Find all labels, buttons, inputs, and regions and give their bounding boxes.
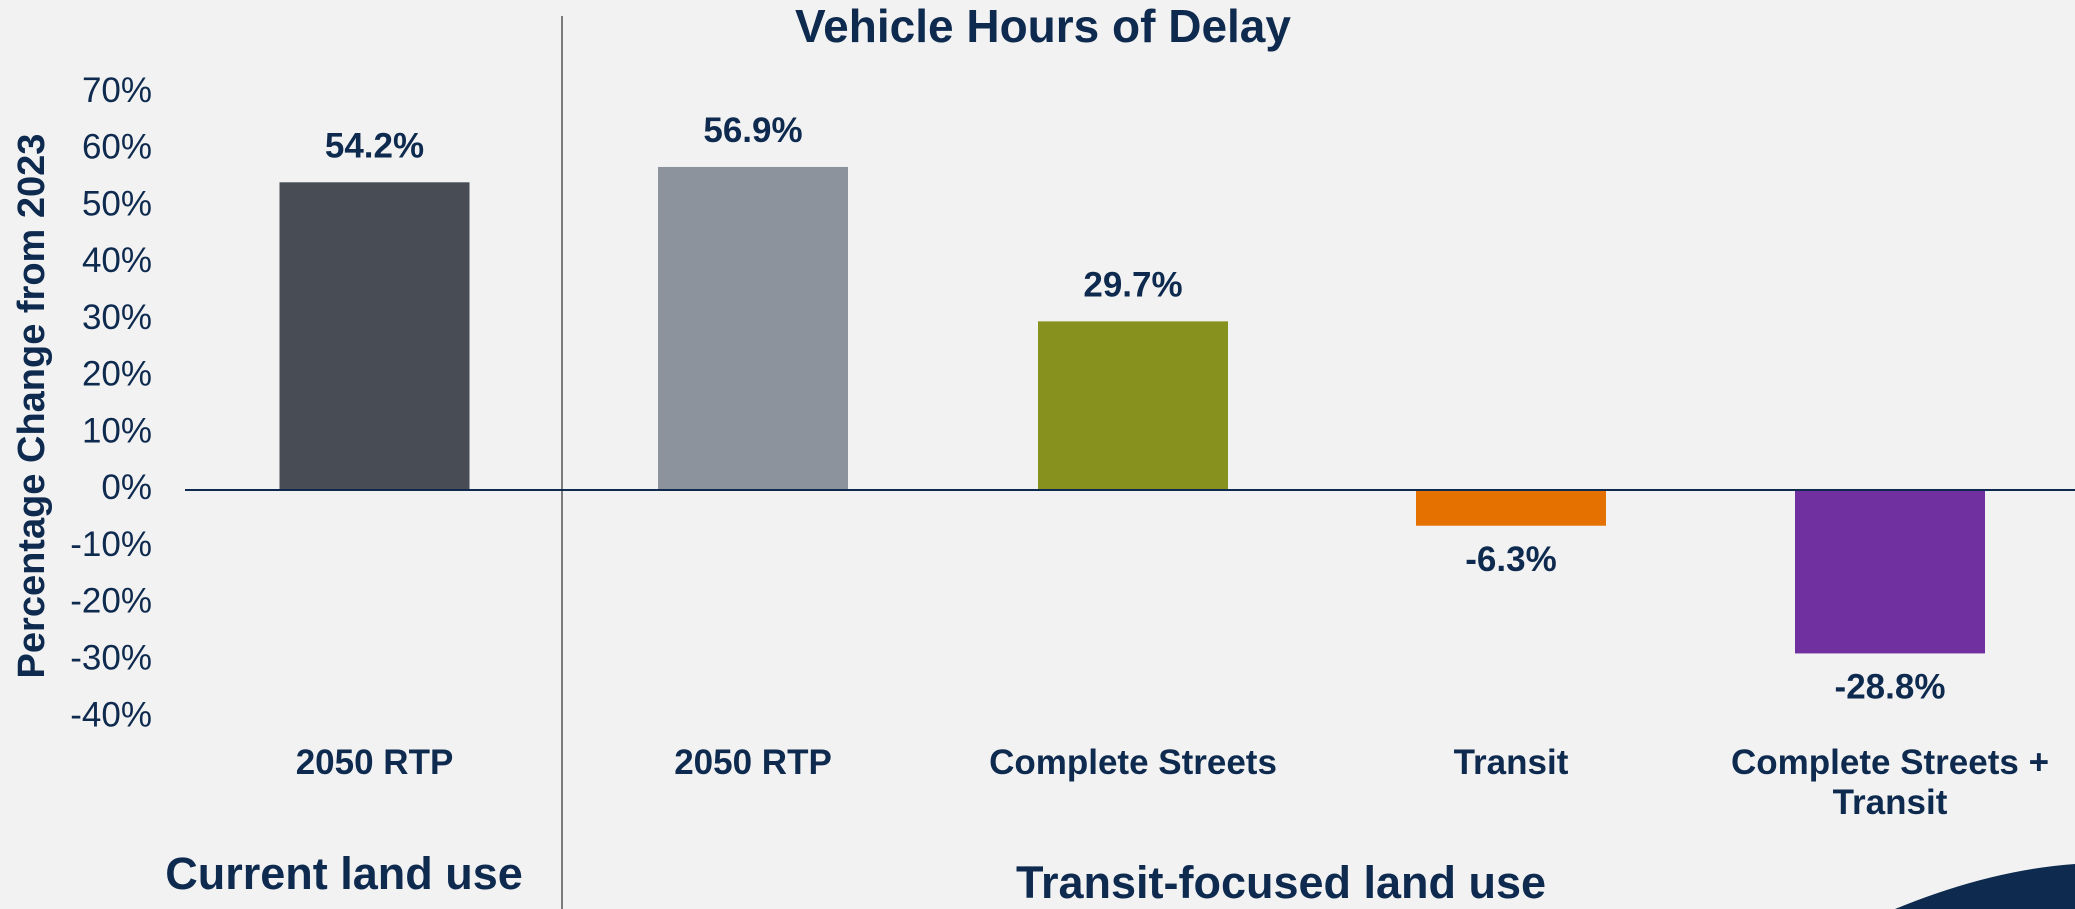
bar	[279, 182, 470, 490]
y-tick-label: 0%	[101, 468, 152, 507]
y-tick-label: -30%	[70, 638, 152, 677]
y-tick-label: -20%	[70, 582, 152, 621]
value-label: 29.7%	[1083, 266, 1182, 305]
x-tick-label: Transit	[1453, 743, 1569, 782]
value-label: -28.8%	[1835, 668, 1946, 707]
x-tick-label: Complete Streets	[989, 743, 1277, 782]
x-tick-label: Complete Streets + Transit	[1730, 743, 2050, 822]
group-label: Transit-focused land use	[1016, 857, 1546, 908]
value-label: -6.3%	[1465, 540, 1556, 579]
decoration	[1895, 864, 2075, 909]
y-tick-label: 60%	[82, 128, 152, 167]
y-tick-label: 10%	[82, 411, 152, 450]
x-tick-label: 2050 RTP	[295, 743, 454, 782]
bar	[1795, 489, 1985, 654]
y-tick-label: -40%	[70, 695, 152, 734]
y-tick-label: 70%	[82, 71, 152, 110]
bar	[1038, 321, 1228, 490]
y-tick-label: 40%	[82, 241, 152, 280]
bar	[658, 166, 848, 490]
y-tick-label: 50%	[82, 184, 152, 223]
value-label: 54.2%	[325, 127, 424, 166]
y-tick-label: 30%	[82, 298, 152, 337]
y-tick-label: -10%	[70, 525, 152, 564]
chart-title: Vehicle Hours of Delay	[795, 0, 1291, 52]
bar	[1416, 489, 1606, 526]
value-label: 56.9%	[703, 111, 802, 150]
y-axis-label: Percentage Change from 2023	[11, 134, 53, 679]
y-tick-label: 20%	[82, 355, 152, 394]
x-tick-label: 2050 RTP	[674, 743, 832, 782]
group-label: Current land use	[165, 848, 523, 899]
